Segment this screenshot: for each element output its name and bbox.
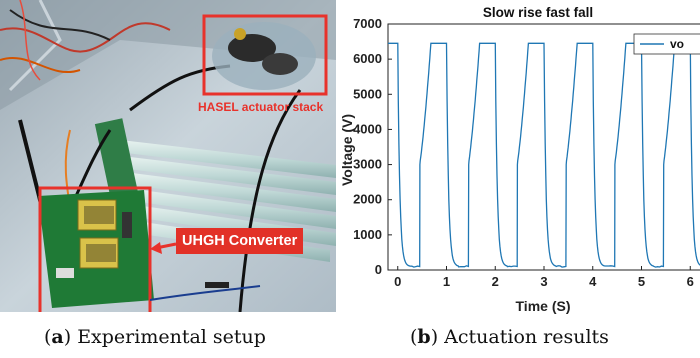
caption-a: (a) Experimental setup	[44, 326, 266, 348]
y-tick-label: 0	[375, 262, 382, 277]
series-line-vo	[388, 43, 700, 267]
y-tick-label: 1000	[353, 227, 382, 242]
x-tick-label: 2	[492, 274, 499, 289]
x-tick-label: 5	[638, 274, 645, 289]
setup-illustration	[0, 0, 336, 312]
chart-svg: Slow rise fast fall 0 1000 2000 3000 4000 500…	[338, 0, 700, 316]
legend-label: vo	[670, 37, 684, 51]
caption-b: (b) Actuation results	[410, 326, 609, 348]
x-tick-label: 1	[443, 274, 450, 289]
chart-title: Slow rise fast fall	[483, 5, 593, 20]
x-tick-label: 6	[687, 274, 694, 289]
caption-b-letter: b	[417, 326, 430, 348]
y-tick-label: 4000	[353, 121, 382, 136]
uhgh-converter-board	[38, 190, 154, 308]
x-tick-label: 0	[394, 274, 401, 289]
chart-legend: vo	[634, 34, 700, 54]
experimental-setup-photo: HASEL actuator stack UHGH Converter	[0, 0, 336, 312]
y-tick-label: 6000	[353, 51, 382, 66]
actuation-chart: Slow rise fast fall 0 1000 2000 3000 4000 500…	[338, 0, 700, 316]
x-tick-label: 3	[540, 274, 547, 289]
y-tick-label: 5000	[353, 86, 382, 101]
y-tick-label: 7000	[353, 16, 382, 31]
caption-a-letter: a	[51, 326, 63, 348]
y-tick-label: 2000	[353, 192, 382, 207]
hasel-actuator-label: HASEL actuator stack	[198, 100, 323, 114]
caption-a-text: Experimental setup	[77, 326, 266, 348]
y-tick-label: 3000	[353, 157, 382, 172]
x-tick-label: 4	[589, 274, 597, 289]
x-axis-title: Time (S)	[516, 298, 571, 314]
caption-b-text: Actuation results	[444, 326, 609, 348]
uhgh-converter-label: UHGH Converter	[176, 228, 303, 254]
y-axis-title: Voltage (V)	[339, 114, 355, 186]
